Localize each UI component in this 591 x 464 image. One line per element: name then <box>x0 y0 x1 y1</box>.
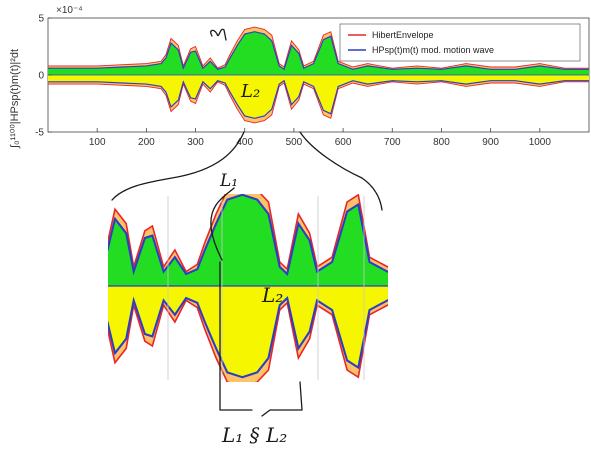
zoom-wave-lower-line <box>108 295 388 379</box>
hand-bracket-top <box>210 28 227 41</box>
bottom-bracket-right <box>261 381 303 417</box>
x-tick-label: 500 <box>286 137 303 148</box>
main-envelope-lower-line <box>48 81 589 124</box>
zoom-envelope-lower-line <box>108 299 388 382</box>
main-wave-lower-line <box>48 79 589 119</box>
zoom-envelope-upper-line <box>108 194 388 273</box>
axis-layer: 100 200 300 400 500 600 700 800 900 1000 -5 0 5 <box>35 14 551 149</box>
x-tick-label: 400 <box>236 137 253 148</box>
zoom-l1-arrow <box>210 187 235 261</box>
x-tick-label: 200 <box>138 137 155 148</box>
annotation-zoom-l1: L₁ <box>219 171 238 191</box>
annotation-top-l2: L₂ <box>240 81 260 102</box>
x-tick-label: 300 <box>187 137 204 148</box>
legend-entry-envelope: HibertEnvelope <box>372 30 434 40</box>
legend: HibertEnvelope HPsp(t)m(t) mod. motion w… <box>339 23 581 62</box>
main-envelope-upper-line <box>48 26 589 69</box>
main-plot-layer <box>48 26 589 124</box>
x-tick-label: 900 <box>482 137 499 148</box>
y-axis-label: ∫₀¹¹⁰⁰|HPsp(t)m(t)|²dt <box>9 49 21 149</box>
zoom-inset-guides <box>167 196 365 380</box>
annotation-bottom: L₁ § L₂ <box>221 423 287 447</box>
x-tick-label: 1000 <box>529 137 552 148</box>
x-tick-label: 100 <box>89 137 106 148</box>
legend-box <box>339 23 581 62</box>
y-tick-label: -5 <box>35 128 44 139</box>
x-tick-label: 800 <box>433 137 450 148</box>
zoom-wave-upper-line <box>108 194 388 277</box>
zoom-connector-right <box>299 131 383 211</box>
main-fill-lower <box>48 75 589 119</box>
y-exponent-label: ×10⁻⁴ <box>56 5 83 16</box>
y-tick-label: 0 <box>38 71 44 82</box>
zoom-inset <box>108 194 388 382</box>
main-fill-upper <box>48 31 589 75</box>
hand-annotations: L₂ L₁ L₂ L₁ § L₂ <box>111 28 383 447</box>
main-wave-upper-line <box>48 31 589 71</box>
zoom-connector-left <box>111 131 245 201</box>
x-tick-label: 700 <box>384 137 401 148</box>
bottom-bracket-left <box>219 261 253 411</box>
annotation-zoom-l2: L₂ <box>261 283 283 307</box>
legend-entry-wave: HPsp(t)m(t) mod. motion wave <box>372 45 494 55</box>
x-tick-label: 600 <box>335 137 352 148</box>
y-tick-label: 5 <box>38 14 44 25</box>
